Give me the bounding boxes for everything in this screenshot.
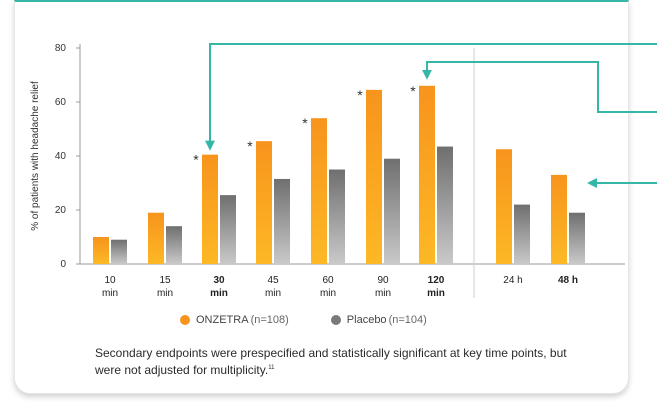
x-tick-label-unit: min: [102, 288, 118, 299]
bar-placebo: [437, 146, 453, 264]
x-tick-label: 15: [159, 275, 171, 286]
legend-label-placebo: Placebo: [346, 314, 387, 326]
x-tick-label-unit: min: [157, 288, 173, 299]
bar-onzetra: [93, 237, 109, 264]
bar-placebo: [329, 169, 345, 264]
significance-mark: *: [357, 87, 363, 103]
legend: ONZETRA (n=108) Placebo (n=104): [180, 313, 469, 327]
x-tick-label: 10: [104, 275, 116, 286]
bar-onzetra: [148, 212, 164, 264]
x-tick-label: 90: [377, 275, 389, 286]
bar-onzetra: [366, 89, 382, 264]
x-tick-label-unit: min: [427, 288, 445, 299]
legend-swatch-onzetra: [180, 315, 190, 325]
significance-mark: *: [302, 115, 308, 131]
legend-swatch-placebo: [330, 315, 341, 325]
bar-placebo: [514, 204, 530, 264]
bar-onzetra: [496, 149, 512, 264]
y-tick-label: 20: [55, 205, 67, 216]
legend-label-onzetra: ONZETRA: [196, 314, 249, 326]
x-tick-label-unit: min: [320, 288, 336, 299]
x-tick-label-unit: min: [265, 288, 281, 299]
highlight-arrow-120min: [422, 61, 657, 113]
x-tick-label: 30: [213, 275, 225, 286]
bar-placebo: [384, 158, 400, 264]
legend-item-placebo: Placebo (n=104): [330, 314, 427, 326]
bar-onzetra: [202, 154, 218, 264]
x-tick-label: 24 h: [503, 275, 522, 286]
x-tick-label: 60: [322, 275, 334, 286]
bar-placebo: [569, 212, 585, 264]
bar-onzetra: [311, 118, 327, 264]
bar-onzetra: [551, 174, 567, 264]
significance-mark: *: [193, 152, 199, 168]
highlight-arrow-30min: [205, 43, 657, 151]
x-tick-label-unit: min: [210, 288, 228, 299]
bar-placebo: [220, 195, 236, 264]
significance-mark: *: [247, 138, 253, 154]
footnote-ref: 11: [268, 365, 275, 371]
y-axis-label: % of patients with headache relief: [30, 81, 41, 231]
bar-onzetra: [256, 141, 272, 264]
legend-n-placebo: (n=104): [388, 314, 427, 326]
footnote: Secondary endpoints were prespecified an…: [95, 346, 595, 378]
bar-placebo: [111, 239, 127, 264]
x-tick-label-unit: min: [375, 288, 391, 299]
legend-n-onzetra: (n=108): [250, 314, 289, 326]
bar-onzetra: [419, 85, 435, 264]
y-tick-label: 40: [55, 151, 67, 162]
bar-placebo: [166, 226, 182, 264]
y-tick-label: 80: [55, 43, 67, 54]
x-tick-label: 120: [428, 275, 445, 286]
footnote-text: Secondary endpoints were prespecified an…: [95, 346, 567, 377]
bar-placebo: [274, 178, 290, 264]
x-tick-label: 48 h: [558, 275, 578, 286]
x-tick-label: 45: [267, 275, 279, 286]
y-tick-label: 0: [60, 259, 66, 270]
y-tick-label: 60: [55, 97, 67, 108]
significance-mark: *: [410, 83, 416, 99]
legend-item-onzetra: ONZETRA (n=108): [180, 314, 289, 326]
